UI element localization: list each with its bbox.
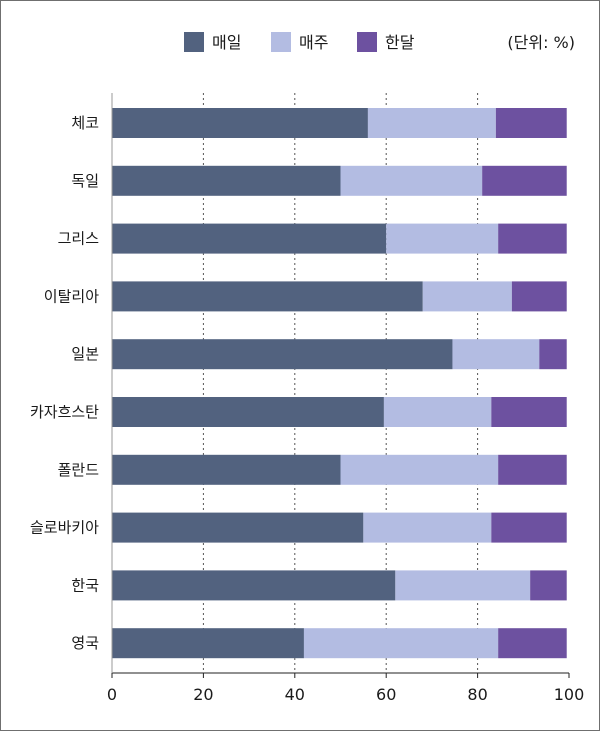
- bar-9-series-1: [112, 570, 396, 601]
- category-label: 그리스: [58, 230, 100, 248]
- bar-1-series-3: [495, 108, 567, 138]
- bar-4-series-3: [511, 281, 567, 312]
- bar-7-series-3: [498, 454, 567, 485]
- bar-8-series-1: [112, 512, 364, 543]
- bar-9-series-2: [395, 570, 531, 601]
- category-label: 영국: [71, 634, 99, 652]
- bar-10-series-3: [498, 628, 567, 659]
- chart-legend: 매일 매주 한달: [184, 32, 415, 52]
- category-label: 한국: [71, 576, 99, 594]
- bar-9-series-3: [530, 570, 567, 601]
- bar-5-series-3: [539, 339, 567, 370]
- bar-2-series-3: [482, 165, 567, 196]
- bar-7-series-2: [340, 454, 499, 485]
- category-label: 독일: [71, 172, 99, 190]
- bar-3-series-3: [498, 223, 567, 254]
- x-axis: 0 20 40 60 80 100: [107, 93, 584, 704]
- legend-swatch-2: [271, 32, 291, 52]
- bar-8-series-3: [491, 512, 567, 543]
- x-tick-label: 0: [107, 685, 117, 704]
- bar-8-series-2: [363, 512, 492, 543]
- x-tick-label: 60: [376, 685, 396, 704]
- legend-label-2: 매주: [299, 33, 328, 52]
- bar-6-series-2: [383, 397, 492, 427]
- bar-5-series-2: [452, 339, 540, 370]
- x-tick-label: 40: [285, 685, 305, 704]
- category-label: 이탈리아: [44, 287, 99, 305]
- category-label: 폴란드: [58, 461, 100, 479]
- bar-6-series-1: [112, 397, 384, 427]
- legend-label-1: 매일: [212, 33, 241, 52]
- bar-10-series-2: [303, 628, 499, 659]
- bar-series: [112, 108, 567, 659]
- bar-3-series-1: [112, 223, 387, 254]
- legend-label-3: 한달: [385, 33, 415, 52]
- bar-1-series-1: [112, 108, 368, 138]
- bar-6-series-3: [491, 397, 567, 427]
- category-label: 체코: [71, 114, 99, 132]
- x-tick-label: 100: [554, 685, 585, 704]
- x-tick-label: 20: [193, 685, 213, 704]
- x-tick-label: 80: [467, 685, 487, 704]
- category-label: 슬로바키아: [30, 519, 99, 537]
- bar-3-series-2: [386, 223, 499, 254]
- category-label: 카자흐스탄: [30, 403, 99, 421]
- bar-4-series-2: [422, 281, 512, 312]
- legend-swatch-1: [184, 32, 204, 52]
- legend-swatch-3: [357, 32, 377, 52]
- bar-10-series-1: [112, 628, 304, 659]
- bar-2-series-2: [340, 165, 483, 196]
- bar-1-series-2: [367, 108, 496, 138]
- bar-2-series-1: [112, 165, 341, 196]
- bar-7-series-1: [112, 454, 341, 485]
- bar-4-series-1: [112, 281, 423, 312]
- category-label: 일본: [71, 345, 99, 363]
- unit-note: (단위: %): [507, 33, 575, 52]
- bar-5-series-1: [112, 339, 453, 370]
